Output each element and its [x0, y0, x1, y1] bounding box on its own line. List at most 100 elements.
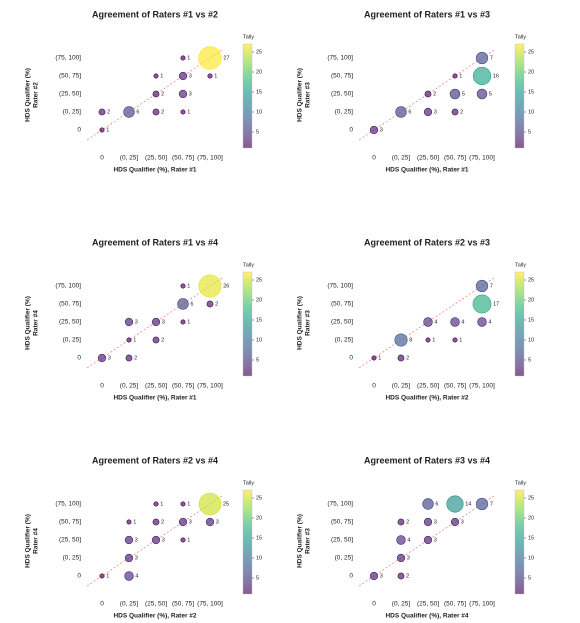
value-label: 1 [187, 537, 190, 543]
y-axis-label: Rater #3 [305, 310, 312, 336]
colorbar-tick-label: 5 [528, 129, 531, 135]
y-axis-label: Rater #4 [33, 528, 40, 554]
x-tick-label: 0 [100, 383, 104, 390]
bubble [151, 535, 161, 545]
y-tick-label: 0 [77, 355, 81, 362]
y-tick-label: (25, 50] [59, 91, 81, 98]
value-label: 2 [161, 91, 164, 97]
colorbar-tick-label: 20 [256, 515, 262, 521]
value-label: 7 [490, 283, 493, 289]
y-tick-label: 0 [349, 127, 353, 134]
x-tick-label: (75, 100] [197, 383, 223, 390]
value-label: 1 [459, 73, 462, 79]
value-label: 3 [434, 537, 437, 543]
bubble [397, 354, 405, 362]
y-axis-label: HDS Qualifier (%) [25, 68, 32, 122]
value-label: 1 [459, 337, 462, 343]
bubble [422, 498, 434, 510]
bubble [153, 501, 159, 507]
value-label: 5 [489, 91, 492, 97]
x-tick-label: (25, 50] [145, 383, 167, 390]
value-label: 3 [189, 73, 192, 79]
y-tick-label: (0, 25] [63, 109, 82, 116]
colorbar-tick-label: 20 [528, 297, 534, 303]
colorbar-tick-label: 20 [528, 515, 534, 521]
colorbar [514, 271, 525, 377]
colorbar-tick-label: 15 [528, 89, 534, 95]
value-label: 1 [160, 501, 163, 507]
x-axis-label: HDS Qualifier (%), Rater #2 [113, 613, 196, 620]
y-tick-label: (50, 75] [59, 301, 81, 308]
bubble [152, 518, 160, 526]
bubble [178, 517, 188, 527]
bubble [472, 294, 492, 314]
chart-title: Agreement of Raters #2 vs #3 [364, 237, 490, 247]
value-label: 3 [135, 537, 138, 543]
y-tick-label: (0, 25] [63, 555, 82, 562]
subplot: Agreement of Raters #1 vs #4 0 0 (0, 25] (0,… [25, 237, 262, 401]
value-label: 26 [223, 283, 229, 289]
colorbar-tick-label: 25 [528, 49, 534, 55]
y-tick-label: (0, 25] [335, 337, 354, 344]
y-axis-label: HDS Qualifier (%) [297, 296, 304, 350]
value-label: 6 [408, 109, 411, 115]
colorbar-tick-label: 25 [528, 495, 534, 501]
x-tick-label: (50, 75] [444, 383, 466, 390]
value-label: 1 [187, 501, 190, 507]
subplot: Agreement of Raters #1 vs #2 0 0 (0, 25] (0,… [25, 9, 262, 173]
x-tick-label: (50, 75] [172, 383, 194, 390]
y-tick-label: (75, 100] [55, 55, 81, 62]
y-tick-label: (25, 50] [331, 91, 353, 98]
x-tick-label: (25, 50] [417, 155, 439, 162]
chart-title: Agreement of Raters #1 vs #3 [364, 9, 490, 19]
value-label: 4 [407, 537, 410, 543]
subplot: Agreement of Raters #2 vs #4 0 0 (0, 25] (0,… [25, 455, 262, 619]
colorbar-tick-label: 5 [256, 575, 259, 581]
value-label: 1 [160, 73, 163, 79]
value-label: 7 [490, 501, 493, 507]
bubble [124, 571, 134, 581]
colorbar-label: Tally [515, 34, 526, 40]
y-tick-label: 0 [77, 127, 81, 134]
value-label: 1 [106, 573, 109, 579]
value-label: 1 [214, 73, 217, 79]
colorbar [242, 489, 253, 595]
x-tick-label: (75, 100] [469, 383, 495, 390]
y-axis-label: Rater #4 [33, 310, 40, 336]
colorbar-label: Tally [515, 480, 526, 486]
y-axis-label: Rater #2 [33, 82, 40, 108]
colorbar-tick-label: 20 [528, 69, 534, 75]
value-label: 1 [187, 283, 190, 289]
x-axis-label: HDS Qualifier (%), Rater #1 [113, 167, 196, 174]
bubble [475, 279, 489, 293]
value-label: 7 [490, 55, 493, 61]
bubble [178, 89, 188, 99]
bubble [207, 73, 213, 79]
bubble [450, 317, 460, 327]
x-tick-label: (75, 100] [469, 155, 495, 162]
value-label: 2 [215, 301, 218, 307]
colorbar-tick-label: 5 [256, 357, 259, 363]
chart-title: Agreement of Raters #1 vs #2 [92, 9, 218, 19]
bubble [476, 88, 488, 100]
bubble [394, 333, 408, 347]
y-tick-label: (50, 75] [331, 73, 353, 80]
x-tick-label: (25, 50] [417, 601, 439, 608]
y-tick-label: (75, 100] [55, 501, 81, 508]
x-tick-label: (50, 75] [444, 155, 466, 162]
bubble [446, 495, 464, 513]
y-tick-label: 0 [349, 355, 353, 362]
bubble [180, 109, 186, 115]
colorbar-tick-label: 5 [528, 575, 531, 581]
value-label: 2 [406, 355, 409, 361]
bubble [123, 106, 135, 118]
bubble [180, 537, 186, 543]
value-label: 3 [216, 519, 219, 525]
value-label: 25 [223, 501, 229, 507]
x-axis-label: HDS Qualifier (%), Rater #4 [385, 613, 468, 620]
value-label: 6 [136, 109, 139, 115]
chart-title: Agreement of Raters #2 vs #4 [92, 455, 218, 465]
x-tick-label: (75, 100] [197, 155, 223, 162]
x-tick-label: 0 [100, 601, 104, 608]
